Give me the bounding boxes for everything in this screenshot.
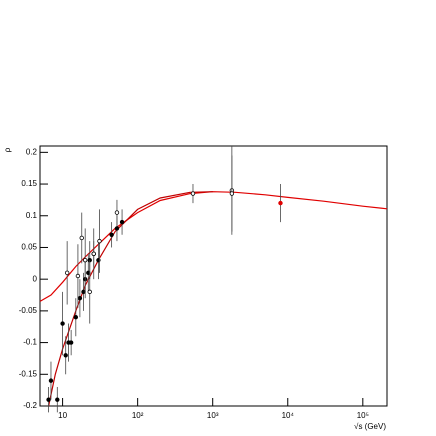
data-point — [75, 273, 81, 279]
data-point — [63, 353, 68, 358]
data-point — [73, 315, 79, 320]
y-axis-label: ρ — [3, 147, 12, 152]
plot-frame — [39, 145, 388, 407]
data-point — [48, 378, 54, 383]
data-point — [114, 210, 120, 215]
fit-curve — [48, 191, 213, 407]
data-point — [119, 219, 125, 225]
data-point — [91, 251, 96, 257]
y-tick-label: -0.2 — [23, 401, 37, 410]
data-point — [64, 270, 70, 276]
y-tick-label: -0.05 — [19, 306, 38, 315]
y-tick-label: 0.1 — [26, 211, 38, 220]
data-point — [190, 191, 196, 196]
data-point — [278, 200, 283, 206]
data-point — [81, 289, 86, 295]
x-tick-label: 10³ — [207, 411, 219, 420]
data-point — [79, 235, 84, 241]
data-point — [87, 289, 92, 295]
y-tick-label: 0.05 — [21, 243, 37, 252]
x-tick-label: 10 — [58, 411, 67, 420]
data-point — [55, 397, 60, 402]
data-point — [46, 397, 51, 402]
data-point — [97, 238, 102, 244]
y-tick-label: -0.15 — [19, 369, 38, 378]
data-point — [114, 226, 120, 231]
data-point — [109, 232, 114, 237]
data-point — [77, 295, 83, 301]
fit-curve — [39, 191, 388, 302]
x-tick-label: 10² — [132, 411, 144, 420]
x-tick-label: 10⁴ — [282, 411, 295, 420]
data-point — [229, 191, 235, 196]
y-tick-label: 0 — [33, 274, 38, 283]
y-tick-label: 0.15 — [21, 179, 37, 188]
x-tick-label: 10⁵ — [357, 411, 369, 420]
y-tick-label: -0.1 — [23, 338, 37, 347]
x-axis-label: √s (GeV) — [354, 422, 386, 431]
data-point — [68, 340, 74, 345]
data-point — [82, 257, 88, 263]
y-tick-label: 0.2 — [26, 147, 38, 156]
data-point — [60, 321, 65, 326]
